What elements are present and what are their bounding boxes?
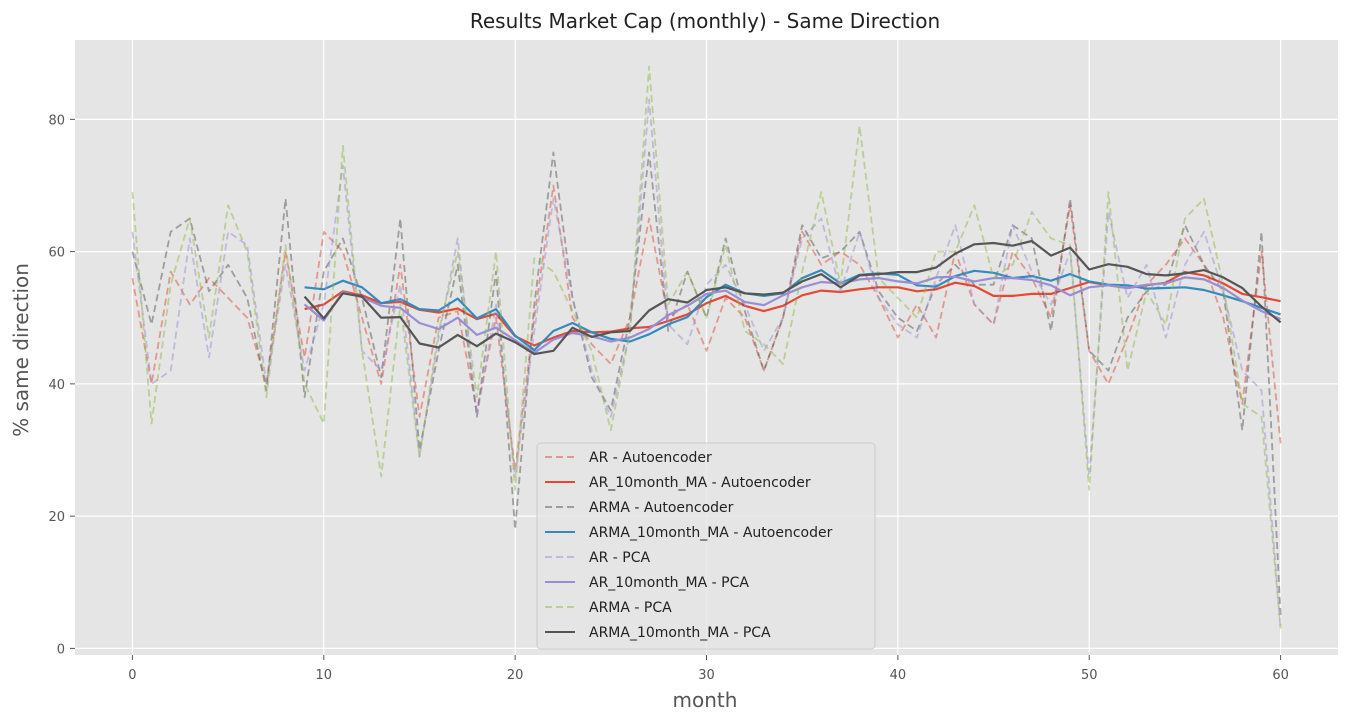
series-line-7 [131, 65, 1282, 629]
y-tick-label: 60 [48, 246, 65, 261]
x-axis-title: month [673, 688, 738, 712]
legend-label: ARMA - Autoencoder [589, 500, 734, 516]
x-tick-label: 20 [507, 668, 524, 683]
y-tick-label: 20 [48, 510, 65, 525]
legend-label: ARMA_10month_MA - Autoencoder [589, 525, 833, 541]
legend-label: AR_10month_MA - Autoencoder [589, 475, 811, 491]
series-line-5 [131, 98, 1282, 629]
series-line-3 [131, 151, 1282, 616]
y-tick-label: 0 [57, 642, 65, 657]
legend: AR - Autoencoder AR_10month_MA - Autoenco… [536, 442, 876, 650]
y-tick-label: 40 [48, 378, 65, 393]
series-layer [131, 65, 1282, 629]
chart-title: Results Market Cap (monthly) - Same Dire… [470, 9, 940, 33]
series-line-8 [303, 239, 1282, 356]
x-tick-label: 50 [1081, 668, 1098, 683]
y-axis: 0 20 40 60 80 [48, 113, 75, 657]
x-tick-label: 0 [128, 668, 136, 683]
y-tick-label: 80 [48, 113, 65, 128]
legend-box [536, 442, 876, 650]
legend-label: ARMA - PCA [589, 600, 672, 616]
legend-label: AR - Autoencoder [589, 450, 712, 466]
x-axis: 0 10 20 30 40 50 60 [128, 655, 1289, 683]
y-axis-title: % same direction [9, 263, 33, 437]
legend-label: AR - PCA [589, 550, 650, 566]
x-tick-label: 30 [698, 668, 715, 683]
x-tick-label: 10 [315, 668, 332, 683]
legend-label: ARMA_10month_MA - PCA [589, 625, 771, 641]
x-tick-label: 60 [1272, 668, 1289, 683]
x-tick-label: 40 [890, 668, 907, 683]
series-line-1 [131, 184, 1282, 471]
legend-label: AR_10month_MA - PCA [589, 575, 749, 591]
